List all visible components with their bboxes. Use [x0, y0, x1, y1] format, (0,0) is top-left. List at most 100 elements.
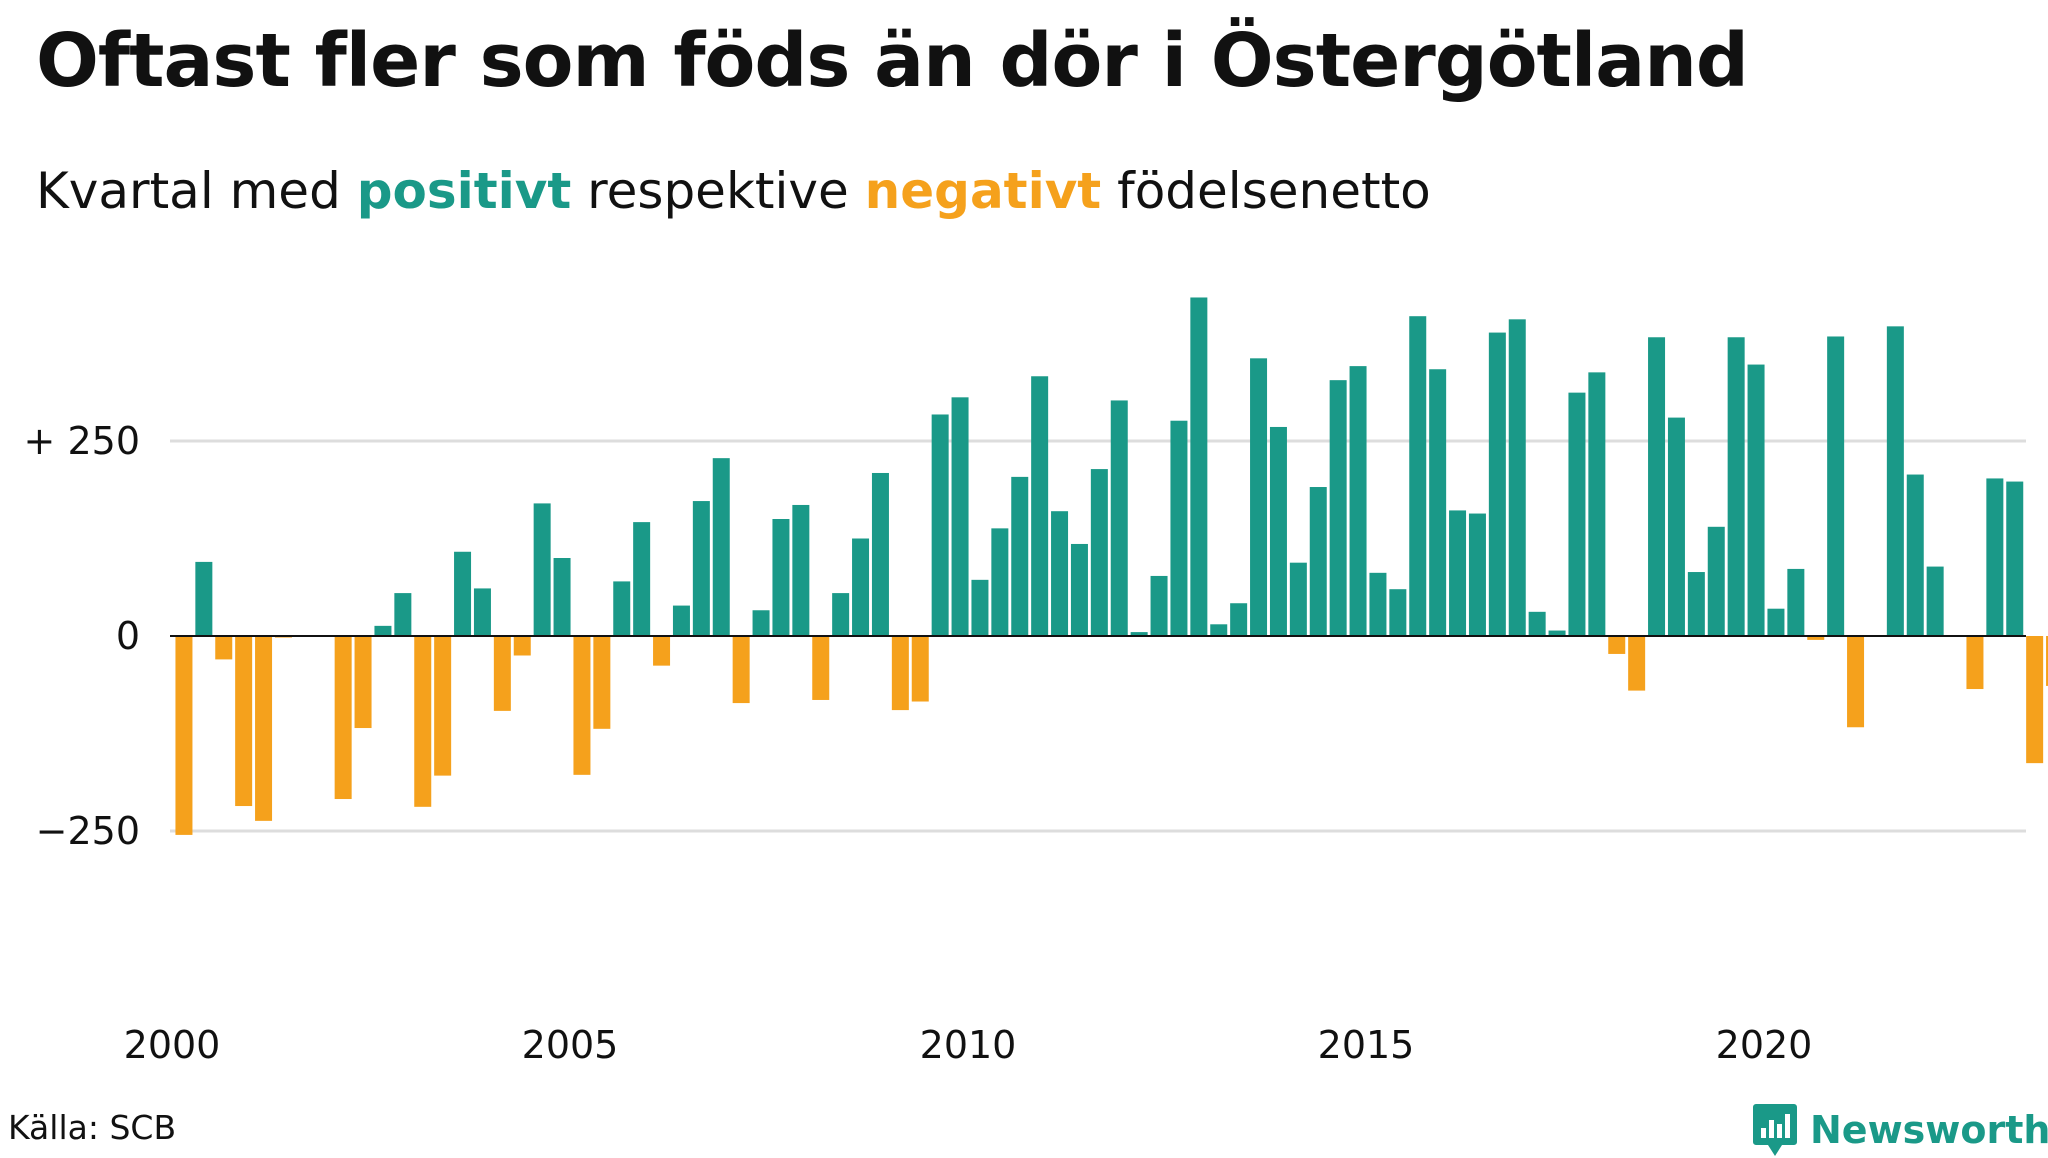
bar-positive — [633, 522, 651, 636]
bar-positive — [1508, 319, 1526, 636]
subtitle-positive: positivt — [356, 162, 572, 220]
bar-positive — [1329, 380, 1347, 636]
bar-positive — [1230, 603, 1248, 636]
bar-negative — [255, 636, 273, 821]
bar-positive — [1548, 630, 1566, 636]
bar-positive — [1827, 336, 1845, 636]
bar-positive — [1667, 417, 1685, 636]
x-tick-label: 2005 — [522, 1023, 619, 1067]
bar-negative — [653, 636, 671, 666]
bar-positive — [672, 605, 690, 636]
x-tick-label: 2010 — [920, 1023, 1017, 1067]
bar-positive — [1051, 511, 1069, 636]
bar-positive — [1130, 632, 1148, 636]
bar-positive — [712, 458, 730, 636]
bar-positive — [792, 504, 810, 636]
bar-negative — [1608, 636, 1626, 654]
bar-positive — [1289, 562, 1307, 636]
subtitle-prefix: Kvartal med — [36, 162, 357, 220]
subtitle-middle: respektive — [571, 162, 865, 220]
newsworthy-logo-icon — [1753, 1104, 1797, 1156]
newsworthy-logo-text: Newsworthy — [1810, 1108, 2048, 1152]
bar-negative — [593, 636, 611, 729]
bar-positive — [533, 503, 551, 636]
bar-positive — [553, 558, 571, 636]
subtitle-negative: negativt — [864, 162, 1102, 220]
bar-positive — [2006, 481, 2024, 636]
bar-positive — [1190, 297, 1208, 636]
bar-negative — [513, 636, 531, 656]
bar-positive — [1568, 392, 1586, 636]
bar-positive — [1767, 608, 1785, 636]
chart-subtitle: Kvartal med positivt respektive negativt… — [36, 162, 1431, 220]
bar-positive — [1070, 543, 1088, 636]
bar-positive — [772, 519, 790, 636]
bar-negative — [215, 636, 233, 660]
chart-title: Oftast fler som föds än dör i Östergötla… — [36, 18, 1749, 104]
x-tick-label: 2000 — [124, 1023, 221, 1067]
bar-positive — [195, 561, 213, 636]
bar-positive — [1250, 358, 1268, 636]
bar-chart: + 250 −250 0 2000 2005 2010 2015 2020 — [24, 297, 2048, 1067]
bar-negative — [235, 636, 253, 807]
bar-positive — [454, 551, 472, 636]
source-note: Källa: SCB — [8, 1108, 177, 1147]
bar-positive — [991, 528, 1009, 636]
y-tick-label: 0 — [116, 614, 140, 658]
bar-positive — [1488, 332, 1506, 636]
x-tick-label: 2015 — [1318, 1023, 1415, 1067]
bar-positive — [951, 397, 969, 636]
bar-positive — [852, 538, 870, 636]
bar-positive — [1210, 624, 1228, 636]
bar-positive — [1409, 316, 1427, 636]
bar-positive — [1747, 364, 1765, 636]
bar-positive — [1449, 510, 1467, 636]
bar-positive — [1787, 568, 1805, 636]
bar-positive — [1906, 474, 1924, 636]
bar-positive — [1269, 426, 1287, 636]
bar-positive — [1986, 478, 2004, 636]
bar-positive — [1369, 572, 1387, 636]
bar-positive — [1389, 589, 1407, 636]
bar-positive — [374, 625, 392, 636]
bar-negative — [175, 636, 193, 835]
bar-positive — [1528, 611, 1546, 636]
bar-positive — [832, 593, 850, 636]
bar-negative — [2026, 636, 2044, 764]
x-tick-label: 2020 — [1716, 1023, 1813, 1067]
bar-positive — [971, 579, 989, 636]
bar-positive — [1707, 526, 1725, 636]
bar-positive — [1687, 572, 1705, 636]
bar-negative — [354, 636, 372, 729]
bar-positive — [1150, 575, 1168, 636]
subtitle-suffix: födelsenetto — [1101, 162, 1431, 220]
bar-positive — [752, 610, 770, 636]
bar-negative — [1807, 636, 1825, 640]
bar-positive — [1926, 566, 1944, 636]
bar-negative — [1628, 636, 1646, 691]
bar-negative — [334, 636, 352, 800]
bar-positive — [1170, 420, 1188, 636]
bar-negative — [891, 636, 909, 711]
bar-negative — [434, 636, 452, 776]
bar-negative — [732, 636, 750, 704]
bar-positive — [473, 588, 491, 636]
bar-positive — [871, 472, 889, 636]
bar-negative — [1847, 636, 1865, 728]
bar-positive — [1588, 372, 1606, 636]
bar-negative — [812, 636, 830, 700]
bar-positive — [1429, 369, 1447, 636]
bar-positive — [1886, 326, 1904, 636]
bar-positive — [1309, 487, 1327, 636]
bar-negative — [2046, 636, 2048, 686]
bar-positive — [931, 414, 949, 636]
y-tick-label: −250 — [36, 809, 140, 853]
bar-positive — [692, 501, 710, 636]
bar-positive — [613, 581, 631, 636]
bar-positive — [394, 593, 412, 636]
bar-positive — [1011, 476, 1029, 636]
bar-positive — [1727, 337, 1745, 636]
bar-negative — [911, 636, 929, 702]
newsworthy-logo: Newsworthy — [1752, 1102, 2048, 1158]
bar-negative — [414, 636, 432, 807]
